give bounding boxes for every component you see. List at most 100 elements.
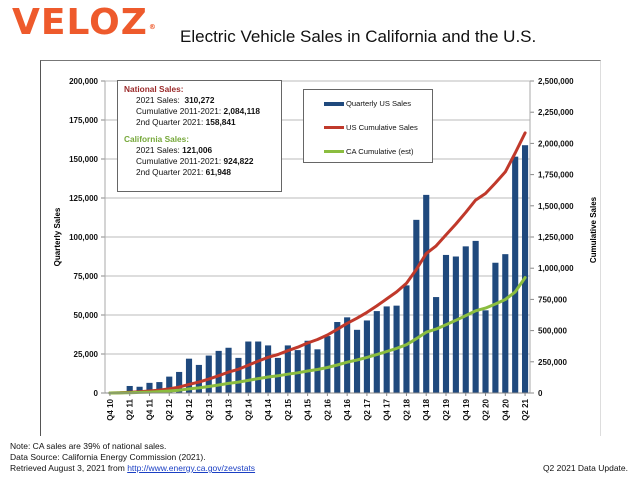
x-tick-label: Q2 13 xyxy=(205,398,214,420)
y-tick-label: 0 xyxy=(94,389,99,398)
bar-q2-13 xyxy=(205,355,212,393)
ca-2021-sales: 2021 Sales: 121,006 xyxy=(124,145,275,156)
y-tick-label: 25,000 xyxy=(74,350,99,359)
y2-tick-label: 1,500,000 xyxy=(538,202,574,211)
value: 121,006 xyxy=(182,145,213,155)
x-tick-label: Q2 19 xyxy=(442,398,451,420)
national-q2-2021: 2nd Quarter 2021: 158,841 xyxy=(124,117,275,128)
value: 310,272 xyxy=(184,95,215,105)
bar-q3-11 xyxy=(136,386,143,393)
y-tick-label: 175,000 xyxy=(69,116,98,125)
bar-q3-18 xyxy=(413,219,420,393)
x-tick-label: Q2 18 xyxy=(402,398,411,420)
legend-label: US Cumulative Sales xyxy=(346,123,418,132)
ca-cumulative: Cumulative 2011-2021: 924,822 xyxy=(124,156,275,167)
bar-q4-20 xyxy=(502,254,509,393)
registered-mark: ® xyxy=(148,23,157,31)
retrieved-text: Retrieved August 3, 2021 from http://www… xyxy=(10,463,255,474)
bar-q4-13 xyxy=(225,347,232,393)
bar-q3-16 xyxy=(334,322,341,393)
bar-q4-12 xyxy=(185,358,193,393)
bar-q4-15 xyxy=(304,340,311,393)
legend-swatch-line xyxy=(324,126,344,129)
y2-tick-label: 1,750,000 xyxy=(538,171,574,180)
y-tick-label: 125,000 xyxy=(69,194,98,203)
legend-swatch-bar xyxy=(324,101,344,106)
bar-q1-21 xyxy=(512,156,519,393)
sales-summary-box: National Sales: 2021 Sales: 310,272 Cumu… xyxy=(117,80,282,192)
bar-q2-11 xyxy=(126,385,133,393)
label: 2021 Sales: xyxy=(136,145,180,155)
y2-tick-label: 500,000 xyxy=(538,327,567,336)
x-tick-label: Q4 20 xyxy=(501,398,510,420)
x-tick-label: Q4 14 xyxy=(264,398,273,420)
y2-tick-label: 2,000,000 xyxy=(538,139,574,148)
bar-q2-16 xyxy=(324,336,331,393)
source-text: Data Source: California Energy Commissio… xyxy=(10,452,206,462)
national-sales-heading: National Sales: xyxy=(124,84,184,94)
legend-item-ca-cumulative: CA Cumulative (est) xyxy=(324,147,414,156)
label: 2nd Quarter 2021: xyxy=(136,117,204,127)
line-series xyxy=(108,131,527,395)
x-tick-label: Q4 13 xyxy=(225,398,234,420)
legend-label: CA Cumulative (est) xyxy=(346,147,414,156)
california-sales-heading: California Sales: xyxy=(124,134,190,144)
y2-axis-label: Cumulative Sales xyxy=(589,196,598,263)
x-tick-label: Q4 12 xyxy=(185,398,194,420)
chart-title: Electric Vehicle Sales in California and… xyxy=(180,27,537,46)
value: 61,948 xyxy=(205,167,232,177)
footer-notes: Note: CA sales are 39% of national sales… xyxy=(10,441,255,474)
label: Cumulative 2011-2021: xyxy=(136,106,222,116)
y-axis-label: Quarterly Sales xyxy=(53,207,62,266)
bar-q1-19 xyxy=(433,297,440,393)
y-tick-label: 75,000 xyxy=(74,272,99,281)
x-tick-label: Q2 15 xyxy=(284,398,293,420)
bar-q1-16 xyxy=(314,349,321,393)
bar-q3-19 xyxy=(452,256,459,393)
bar-q3-14 xyxy=(255,341,262,393)
bar-q3-20 xyxy=(492,262,499,393)
bar-q4-19 xyxy=(462,246,469,393)
x-tick-label: Q4 15 xyxy=(304,398,313,420)
axes: 0 25,000 50,000 75,000 100,000 125,000 150,000… xyxy=(69,77,574,421)
bar-q2-20 xyxy=(482,310,489,393)
bar-q1-14 xyxy=(235,357,242,393)
chart-legend: Quarterly US Sales US Cumulative Sales C… xyxy=(303,89,433,163)
x-tick-label: Q4 18 xyxy=(422,398,431,420)
y2-tick-label: 750,000 xyxy=(538,295,567,304)
y-tick-label: 100,000 xyxy=(69,233,98,242)
x-tick-label: Q2 16 xyxy=(323,398,332,420)
us-cumulative-line xyxy=(108,131,527,395)
x-tick-label: Q2 12 xyxy=(165,398,174,420)
x-tick-label: Q2 17 xyxy=(363,398,372,420)
x-tick-label: Q2 14 xyxy=(244,398,253,420)
source-link[interactable]: http://www.energy.ca.gov/zevstats xyxy=(127,463,256,473)
bar-q3-17 xyxy=(373,311,380,393)
y-tick-label: 50,000 xyxy=(74,311,99,320)
value: 158,841 xyxy=(205,117,236,127)
bar-q1-20 xyxy=(472,240,479,393)
logo-text: VELOZ xyxy=(12,2,148,43)
x-tick-label: Q4 17 xyxy=(383,398,392,420)
y2-tick-label: 2,250,000 xyxy=(538,108,574,117)
bar-q2-21 xyxy=(521,145,529,393)
veloz-logo: VELOZ® xyxy=(12,3,157,43)
label: 2nd Quarter 2021: xyxy=(136,167,204,177)
y2-tick-label: 0 xyxy=(538,389,543,398)
bar-q2-12 xyxy=(166,376,173,393)
national-cumulative: Cumulative 2011-2021: 2,084,118 xyxy=(124,106,275,117)
value: 924,822 xyxy=(223,156,254,166)
bar-q3-12 xyxy=(176,371,183,393)
bar-q1-13 xyxy=(195,364,202,393)
x-tick-label: Q4 10 xyxy=(106,398,115,420)
legend-item-quarterly-us: Quarterly US Sales xyxy=(324,99,411,108)
x-tick-label: Q2 20 xyxy=(482,398,491,420)
bar-q4-18 xyxy=(423,194,430,393)
ca-q2-2021: 2nd Quarter 2021: 61,948 xyxy=(124,167,275,178)
bar-q2-18 xyxy=(403,285,410,393)
legend-swatch-line xyxy=(324,150,344,153)
ca-cumulative-line xyxy=(108,276,527,395)
x-tick-label: Q2 21 xyxy=(521,398,530,420)
x-tick-label: Q4 11 xyxy=(145,398,154,420)
